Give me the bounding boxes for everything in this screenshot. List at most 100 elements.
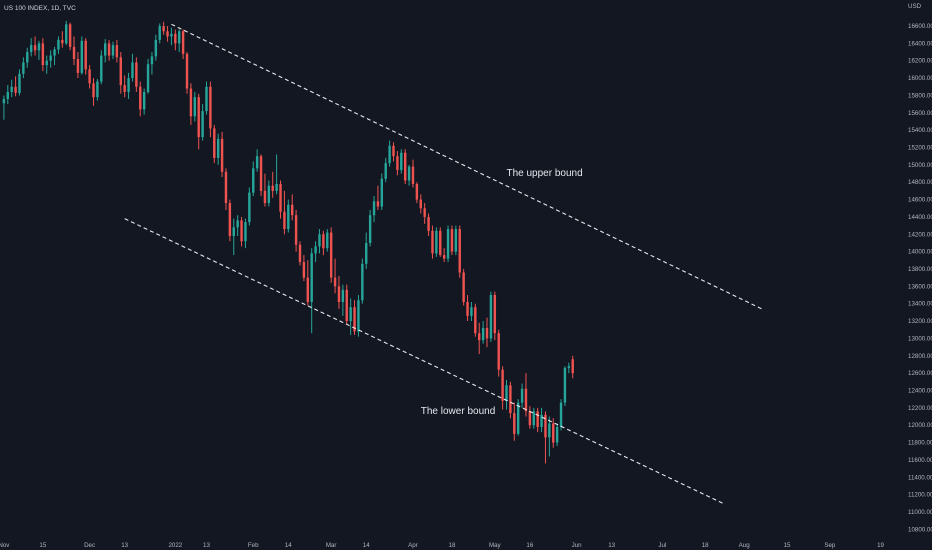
candle-body bbox=[555, 426, 559, 443]
candle-body bbox=[201, 111, 204, 138]
candle-body bbox=[419, 199, 422, 209]
y-tick-label: 13000.00 bbox=[908, 335, 932, 342]
candle-body bbox=[474, 307, 477, 334]
y-tick-label: 16400.00 bbox=[908, 40, 932, 47]
candle-body bbox=[37, 43, 41, 51]
candles-layer bbox=[2, 20, 574, 464]
candle-body bbox=[485, 328, 489, 339]
x-tick-label: Aug bbox=[739, 542, 751, 549]
candle-body bbox=[178, 31, 181, 44]
candle-body bbox=[423, 208, 426, 217]
candle-body bbox=[26, 52, 29, 63]
candle-body bbox=[513, 413, 516, 434]
x-tick-label: 15 bbox=[39, 542, 46, 549]
candle-body bbox=[361, 263, 364, 301]
x-tick-label: 2022 bbox=[168, 542, 182, 549]
y-tick-label: 13800.00 bbox=[908, 266, 932, 273]
candle-body bbox=[563, 367, 567, 403]
candle-body bbox=[365, 242, 368, 264]
candle-body bbox=[524, 388, 528, 412]
candle-body bbox=[29, 45, 33, 53]
candle-body bbox=[345, 289, 348, 322]
candle-body bbox=[166, 31, 169, 37]
candle-body bbox=[189, 88, 193, 117]
y-tick-label: 11000.00 bbox=[908, 509, 932, 516]
candle-body bbox=[478, 333, 481, 341]
x-tick-label: Jul bbox=[658, 542, 666, 549]
x-tick-label: Sep bbox=[824, 542, 836, 549]
candle-body bbox=[216, 138, 220, 158]
candle-body bbox=[228, 203, 232, 237]
candle-body bbox=[446, 229, 450, 259]
candle-body bbox=[571, 359, 574, 374]
candle-body bbox=[333, 277, 337, 287]
candle-body bbox=[181, 31, 185, 54]
candle-body bbox=[76, 59, 80, 73]
candle-body bbox=[49, 55, 52, 61]
candle-body bbox=[337, 286, 341, 302]
candle-body bbox=[439, 230, 442, 256]
candle-body bbox=[174, 33, 177, 44]
candle-body bbox=[470, 307, 473, 316]
candle-body bbox=[65, 24, 68, 44]
candle-body bbox=[197, 97, 200, 138]
candle-body bbox=[111, 45, 115, 56]
x-tick-label: Mar bbox=[326, 542, 337, 549]
candle-body bbox=[298, 244, 302, 263]
candle-body bbox=[92, 83, 95, 98]
candle-body bbox=[520, 388, 524, 403]
candle-body bbox=[435, 230, 438, 254]
y-tick-label: 15200.00 bbox=[908, 145, 932, 152]
time-axis[interactable]: Nov 15 Dec 13 2022 13 Feb 14 Mar 14 Apr 18 May 16 Jun 1… bbox=[0, 542, 885, 549]
currency-label: USD bbox=[908, 3, 922, 10]
candle-body bbox=[481, 328, 485, 341]
candle-body bbox=[380, 178, 384, 207]
candle-body bbox=[271, 185, 274, 191]
candle-body bbox=[501, 369, 504, 401]
candle-body bbox=[493, 295, 497, 334]
candle-body bbox=[61, 39, 64, 44]
y-tick-label: 10800.00 bbox=[908, 526, 932, 533]
candle-body bbox=[411, 166, 415, 184]
candle-body bbox=[396, 156, 399, 171]
candle-body bbox=[139, 86, 142, 110]
y-tick-label: 12200.00 bbox=[908, 405, 932, 412]
candle-body bbox=[259, 156, 263, 191]
candle-body bbox=[279, 183, 282, 212]
y-tick-label: 15600.00 bbox=[908, 110, 932, 117]
x-tick-label: Feb bbox=[248, 542, 259, 549]
y-tick-label: 15400.00 bbox=[908, 127, 932, 134]
x-tick-label: 13 bbox=[608, 542, 615, 549]
candle-body bbox=[532, 411, 535, 426]
candle-body bbox=[131, 62, 134, 79]
candle-body bbox=[57, 39, 60, 50]
y-tick-label: 12800.00 bbox=[908, 353, 932, 360]
candle-body bbox=[329, 232, 333, 278]
candle-body bbox=[33, 45, 37, 51]
candle-body bbox=[357, 300, 360, 332]
x-tick-label: 13 bbox=[203, 542, 210, 549]
candle-body bbox=[306, 277, 309, 302]
candle-body bbox=[255, 156, 259, 169]
candle-body bbox=[146, 64, 150, 92]
y-tick-label: 11800.00 bbox=[908, 440, 932, 447]
candle-body bbox=[310, 253, 313, 302]
candle-body bbox=[236, 220, 239, 228]
price-axis[interactable]: 10800.00 11000.00 11200.00 11400.00 11600.00… bbox=[908, 23, 932, 533]
candle-body bbox=[88, 69, 91, 84]
candle-body bbox=[407, 166, 411, 181]
y-tick-label: 14000.00 bbox=[908, 249, 932, 256]
candle-body bbox=[462, 272, 465, 302]
candle-body bbox=[158, 26, 161, 40]
candle-body bbox=[10, 86, 13, 92]
candle-body bbox=[287, 204, 290, 230]
x-tick-label: 16 bbox=[526, 542, 533, 549]
candle-body bbox=[294, 215, 298, 245]
candle-body bbox=[119, 57, 122, 86]
candle-body bbox=[41, 43, 45, 66]
y-tick-label: 13200.00 bbox=[908, 318, 932, 325]
candle-body bbox=[384, 163, 387, 179]
